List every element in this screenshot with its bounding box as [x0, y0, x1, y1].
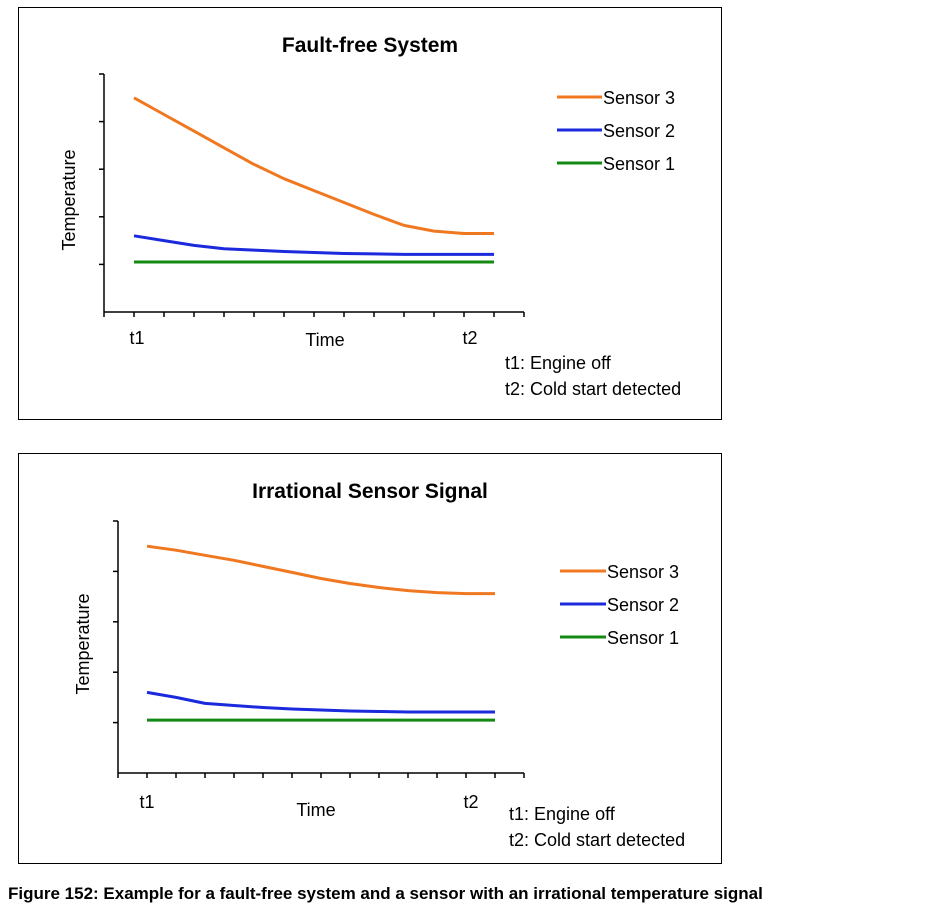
series-line-sensor-2	[133, 234, 494, 256]
legend-label-sensor-1: Sensor 1	[607, 628, 679, 648]
axes	[113, 520, 525, 778]
chart-fault-free-svg: Fault-free System Time Temperature t1 t2…	[59, 34, 681, 399]
chart-irrational-svg: Irrational Sensor Signal Time Temperatur…	[73, 480, 685, 850]
x-tick-label-t2: t2	[463, 792, 478, 812]
x-axis-label: Time	[305, 330, 344, 350]
chart-title: Fault-free System	[282, 34, 458, 57]
legend: Sensor 3 Sensor 2 Sensor 1	[557, 88, 675, 174]
chart-panel-fault-free: Fault-free System Time Temperature t1 t2…	[18, 7, 722, 420]
chart-panel-irrational: Irrational Sensor Signal Time Temperatur…	[18, 453, 722, 864]
series-layer	[133, 96, 494, 264]
series-line-sensor-3	[146, 544, 495, 596]
x-tick-label-t1: t1	[139, 792, 154, 812]
series-layer	[146, 544, 495, 722]
legend-label-sensor-3: Sensor 3	[607, 562, 679, 582]
figure-caption: Figure 152: Example for a fault-free sys…	[8, 884, 763, 903]
y-axis-label: Temperature	[59, 149, 79, 250]
legend-label-sensor-2: Sensor 2	[603, 121, 675, 141]
note-t1: t1: Engine off	[505, 353, 612, 373]
axes	[99, 73, 525, 317]
note-t2: t2: Cold start detected	[509, 830, 685, 850]
x-tick-label-t2: t2	[462, 328, 477, 348]
x-tick-label-t1: t1	[129, 328, 144, 348]
chart-title: Irrational Sensor Signal	[252, 480, 488, 503]
x-axis-label: Time	[296, 800, 335, 820]
legend-label-sensor-1: Sensor 1	[603, 154, 675, 174]
note-t1: t1: Engine off	[509, 804, 616, 824]
legend-label-sensor-2: Sensor 2	[607, 595, 679, 615]
y-axis-label: Temperature	[73, 593, 93, 694]
legend-label-sensor-3: Sensor 3	[603, 88, 675, 108]
series-line-sensor-3	[133, 96, 494, 235]
legend: Sensor 3 Sensor 2 Sensor 1	[560, 562, 679, 648]
series-line-sensor-2	[146, 690, 495, 714]
note-t2: t2: Cold start detected	[505, 379, 681, 399]
